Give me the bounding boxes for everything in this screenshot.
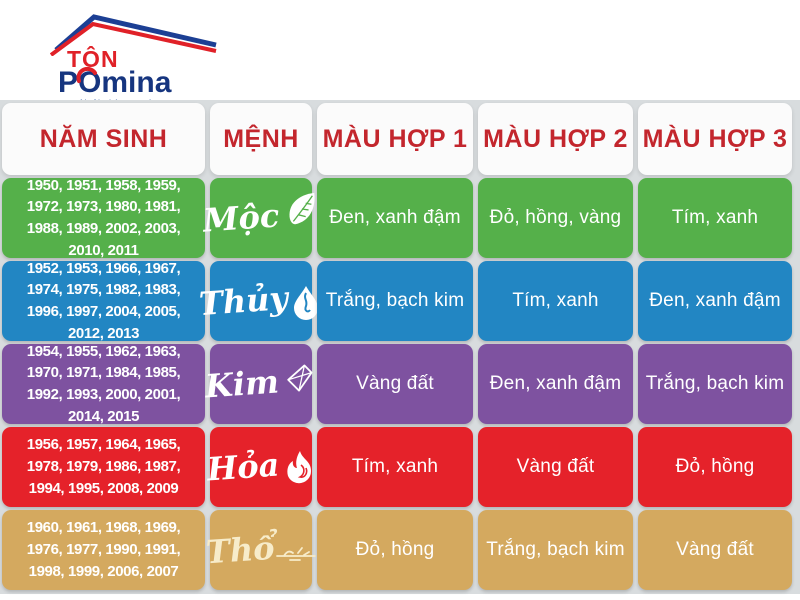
color-cell: Trắng, bạch kim [478,510,633,590]
logo-mina: mina [101,66,172,99]
color-cell: Vàng đất [317,344,473,424]
header-mau-hop-3: MÀU HỢP 3 [638,103,792,175]
years-cell: 1954, 1955, 1962, 1963, 1970, 1971, 1984… [2,343,205,425]
menh-name: Thủy [197,278,289,324]
table-row-thuy: 1952, 1953, 1966, 1967, 1974, 1975, 1982… [2,260,792,342]
header-mau-hop-1: MÀU HỢP 1 [317,103,473,175]
menh-cell: Hỏa [206,427,315,507]
header-menh: MỆNH [210,103,312,175]
menh-name: Hỏa [205,445,281,489]
color-cell: Đỏ, hồng [638,427,792,507]
years-cell: 1960, 1961, 1968, 1969, 1976, 1977, 1990… [2,510,205,590]
color-cell: Trắng, bạch kim [317,261,473,341]
table-row-tho: 1960, 1961, 1968, 1969, 1976, 1977, 1990… [2,510,792,590]
feng-shui-color-table: NĂM SINH MỆNH MÀU HỢP 1 MÀU HỢP 2 MÀU HỢ… [0,100,800,594]
color-cell: Trắng, bạch kim [638,344,792,424]
roof-icon [50,14,217,56]
flame-icon [281,449,315,490]
gem-icon [281,360,317,401]
earth-icon [276,540,317,569]
water-drop-icon [289,284,323,325]
logo-o: O [76,66,102,99]
menh-name: Mộc [201,196,281,240]
color-cell: Đen, xanh đậm [478,344,633,424]
color-cell: Đỏ, hồng [317,510,473,590]
table-row-kim: 1954, 1955, 1962, 1963, 1970, 1971, 1984… [2,343,792,425]
years-cell: 1956, 1957, 1964, 1965, 1978, 1979, 1986… [2,427,205,507]
leaf-icon [281,190,319,233]
table-row-hoa: 1956, 1957, 1964, 1965, 1978, 1979, 1986… [2,427,792,507]
color-cell: Tím, xanh [478,261,633,341]
years-cell: 1952, 1953, 1966, 1967, 1974, 1975, 1982… [2,260,205,342]
menh-cell: Mộc [202,178,315,258]
header-mau-hop-2: MÀU HỢP 2 [478,103,633,175]
logo-pomina-text: PO mina [58,66,172,99]
color-cell: Vàng đất [478,427,633,507]
color-cell: Đỏ, hồng, vàng [478,178,633,258]
color-cell: Đen, xanh đậm [317,178,473,258]
color-cell: Đen, xanh đậm [638,261,792,341]
color-cell: Tím, xanh [317,427,473,507]
color-cell: Tím, xanh [638,178,792,258]
menh-name: Thổ [204,528,276,572]
years-cell: 1950, 1951, 1958, 1959, 1972, 1973, 1980… [2,177,205,259]
header-nam-sinh: NĂM SINH [2,103,205,175]
menh-name: Kim [203,362,281,406]
table-row-moc: 1950, 1951, 1958, 1959, 1972, 1973, 1980… [2,177,792,259]
menh-cell: Thủy [197,261,319,341]
logo-p: P [58,66,79,99]
color-cell: Vàng đất [638,510,792,590]
table-header-row: NĂM SINH MỆNH MÀU HỢP 1 MÀU HỢP 2 MÀU HỢ… [2,103,792,175]
menh-cell: Kim [204,344,313,424]
menh-cell: Thổ [205,510,317,590]
